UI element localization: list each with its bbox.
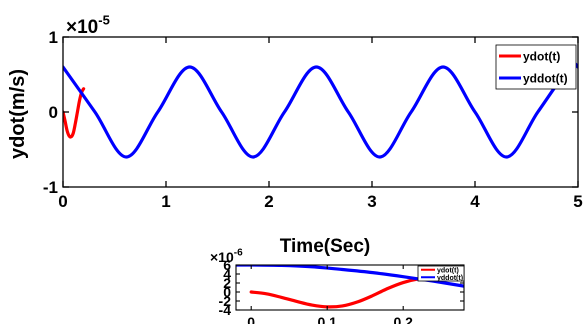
inset-legend: ydot(t)yddot(t) [417,265,465,282]
inset-legend-label: ydot(t) [437,267,459,274]
main-x-axis-label: Time(Sec) [280,236,370,257]
main-y-tick-label: 0 [49,103,58,122]
inset-y-tick-label: -4 [219,302,232,318]
main-legend: ydot(t) yddot(t) [495,44,577,90]
main-exponent-label: ×10-5 [66,12,110,38]
inset-axes-box [235,264,465,311]
inset-y-tick-label: 0 [223,284,231,300]
main-series-line-yddott [63,62,578,159]
main-series-group [63,62,578,159]
inset-exponent-label: ×10-6 [210,248,243,265]
inset-y-tick-label: 4 [223,266,231,282]
inset-y-tick-label: 2 [223,275,231,291]
inset-x-tick-label: 0.2 [393,314,413,324]
main-legend-label: ydot(t) [523,49,560,63]
main-series-line-ydott [63,87,86,139]
main-legend-box [495,44,577,90]
main-legend-label: yddot(t) [523,71,568,85]
main-x-tick-label: 1 [161,192,170,211]
main-x-tick-label: 4 [470,192,480,211]
main-x-tick-label: 5 [573,192,582,211]
inset-x-tick-label: 0.1 [317,314,337,324]
main-plot-area [63,37,578,187]
main-y-tick-label: -1 [43,178,58,197]
inset-x-tick-label: 0 [247,314,255,324]
inset-y-tick-label: -2 [219,293,232,309]
main-x-tick-label: 2 [264,192,273,211]
main-x-tick-label: 3 [367,192,376,211]
main-y-axis-label: ydot(m/s) [7,69,29,159]
main-y-tick-label: 1 [49,28,58,47]
main-x-tick-label: 0 [58,192,67,211]
inset-y-tick-label: 6 [223,257,231,273]
inset-legend-label: yddot(t) [437,275,463,282]
main-chart: 0 1 2 3 4 5-101 ×10-5ydot(m/s)Time(Sec)ydot(t)… [7,12,583,257]
